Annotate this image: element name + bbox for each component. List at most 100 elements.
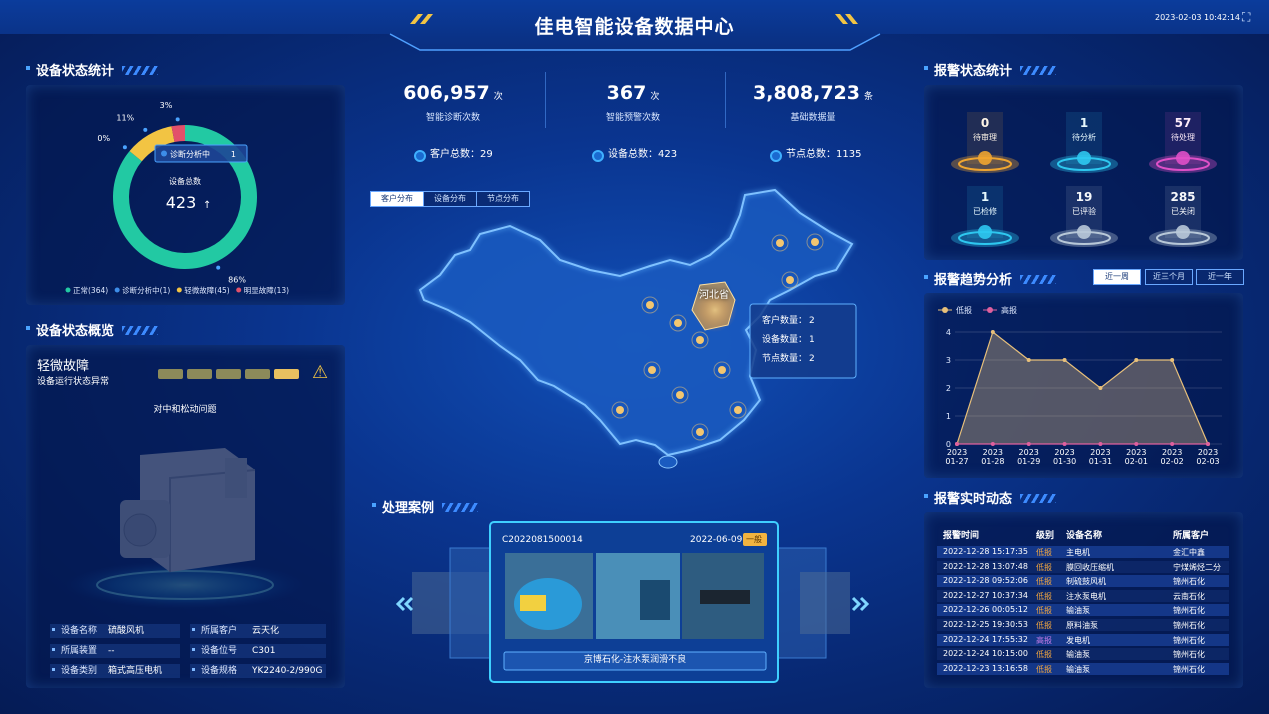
value-label: 11% [116,113,134,122]
overview-problem: 对中和松动问题 [153,405,217,415]
tooltip-label: 诊断分析中 [170,149,210,159]
table-cell: 制硫鼓风机 [1066,577,1106,587]
map-tooltip-box [749,303,857,379]
info-row [50,664,180,678]
tooltip-label: 节点数量： [762,354,808,364]
case-date: 2022-06-09 [690,535,743,545]
stat-unit: 次 [650,92,660,102]
info-value: 硫酸风机 [108,626,145,636]
map-tab[interactable]: 节点分布 [476,191,530,207]
x-tick-label: 2023 01-29 [1017,448,1041,467]
section-title: 报警状态统计 [924,60,1056,79]
data-point [1098,386,1103,390]
total-icon [770,150,782,162]
stat-line: 367 次 [553,82,713,104]
info-value: YK2240-2/990G [252,666,323,676]
section-title: 设备状态统计 [26,60,158,79]
info-value: 云天化 [252,626,280,636]
status-label: 待审理 [973,133,997,142]
tooltip-value: 2 [809,316,815,326]
y-tick-label: 3 [946,356,951,365]
range-tab[interactable]: 近三个月 [1145,269,1193,285]
stat-value: 3,808,723 [753,82,860,104]
table-row [937,589,1229,602]
data-point [1134,358,1139,362]
info-row [190,664,326,678]
fullscreen-button[interactable]: ⛶ [1242,10,1251,24]
table-cell: 低报 [1036,621,1052,630]
label-dot [122,145,127,150]
table-cell: 锦州石化 [1173,577,1205,587]
info-bullet [192,648,195,651]
total-icon [414,150,426,162]
center-label: 设备总数 [169,176,201,186]
table-cell: 2022-12-25 19:30:53 [943,620,1028,629]
case-caption-box [503,651,767,671]
x-tick-label: 2023 02-03 [1196,448,1220,467]
label-dot [143,127,148,132]
info-label: 所属装置 [61,646,98,656]
info-row [190,624,326,638]
status-icon [1077,151,1091,165]
data-point [1062,442,1067,446]
trend-arrow: ↑ [203,200,211,211]
section-title: 报警趋势分析 [924,269,1056,288]
table-cell: 2022-12-24 10:15:00 [943,649,1028,659]
datetime: 2023-02-03 10:42:14 [1155,13,1240,22]
section-title: 报警实时动态 [924,488,1056,507]
table-cell: 输油泵 [1066,650,1090,660]
status-icon [978,151,992,165]
table-header: 报警时间 [943,531,980,541]
series-area [957,332,1208,444]
status-label: 待处理 [1171,133,1195,142]
side-card [800,572,850,634]
info-row [50,644,180,658]
legend-label: 低报 [956,305,972,315]
range-tab[interactable]: 近一年 [1196,269,1244,285]
x-tick-label: 2023 01-30 [1052,448,1077,467]
table-cell: 锦州石化 [1173,650,1205,660]
table-cell: 发电机 [1066,635,1090,645]
stat-divider [725,72,726,128]
legend-label: 正常(364) [73,286,108,295]
stat-value: 606,957 [403,82,490,104]
data-point [1170,358,1175,362]
tooltip-label: 设备数量： [762,335,808,345]
section-title: 设备状态概览 [26,320,158,339]
y-tick-label: 1 [946,412,951,421]
photo-detail [640,580,670,620]
info-bullet [52,648,55,651]
tooltip-dot [161,150,167,157]
table-cell: 2022-12-24 17:55:32 [943,634,1028,644]
status-label: 已评验 [1072,207,1096,216]
stat-value: 367 [606,82,647,104]
header-bar [0,0,1269,50]
table-row [937,648,1229,661]
stat: 3,808,723 条基础数据量 [733,70,893,132]
table-cell: 金汇中鑫 [1173,548,1205,557]
info-label: 所属客户 [201,626,238,636]
legend-dot [942,307,948,313]
range-tab[interactable]: 近一周 [1093,269,1141,285]
stat-line: 606,957 次 [373,82,533,104]
map-island [658,455,678,469]
value-label: 86% [228,276,246,285]
table-cell: 低报 [1036,548,1052,557]
series-line [956,330,1209,445]
table-header: 所属客户 [1173,531,1210,541]
table-cell: 锦州石化 [1173,664,1205,674]
data-point [1134,442,1139,446]
info-value: -- [108,646,115,656]
table-cell: 2022-12-23 13:16:58 [943,663,1028,673]
info-label: 设备规格 [201,666,238,676]
x-tick-label: 2023 01-31 [1088,448,1113,467]
map-region-label: 河北省 [699,290,729,301]
stat: 606,957 次智能诊断次数 [373,70,533,132]
map [416,187,857,469]
level-bar [274,369,299,379]
prev-arrow[interactable] [395,596,414,612]
table-cell: 膜回收压缩机 [1066,562,1114,572]
table-cell: 低报 [1036,591,1052,601]
carousel [395,521,870,683]
next-arrow[interactable] [851,596,870,612]
